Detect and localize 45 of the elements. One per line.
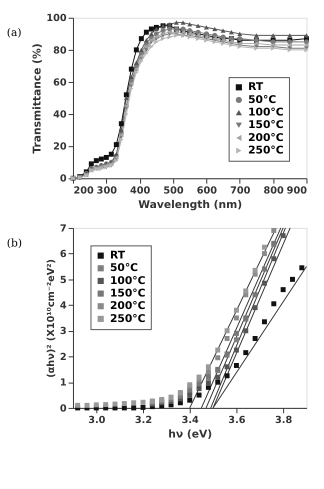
legend-label: RT	[248, 80, 264, 94]
y-axis-title: (αhν)² (X10¹⁰cm⁻²eV²)	[46, 259, 58, 378]
legend-label: RT	[110, 248, 126, 262]
x-axis-title: hν (eV)	[168, 428, 212, 441]
y-tick-label: 5	[60, 274, 67, 286]
y-tick-label: 0	[60, 403, 67, 414]
x-tick-label: 500	[163, 185, 184, 196]
x-tick-label: 700	[230, 185, 251, 196]
y-axis-title: Transmittance (%)	[30, 43, 44, 154]
y-tick-label: 60	[53, 77, 67, 88]
x-tick-label: 300	[96, 185, 118, 196]
y-tick-label: 1	[60, 378, 67, 389]
legend-label: 100°C	[248, 106, 284, 119]
y-tick-label: 3	[60, 326, 67, 338]
legend-label: 50°C	[110, 261, 138, 274]
legend-label: 150°C	[248, 118, 284, 132]
y-tick-label: 6	[60, 249, 67, 260]
x-tick-label: 400	[130, 185, 151, 196]
y-tick-label: 20	[53, 142, 67, 153]
y-tick-label: 4	[60, 300, 67, 312]
legend-label: 100°C	[110, 274, 146, 287]
y-tick-label: 7	[60, 223, 67, 234]
x-tick-label: 3.0	[88, 415, 106, 426]
legend-label: 150°C	[110, 286, 146, 300]
y-tick-label: 80	[53, 45, 67, 56]
x-tick-label: 600	[196, 185, 218, 196]
x-tick-label: 800	[263, 185, 284, 196]
legend-label: 200°C	[110, 299, 146, 312]
text: (a)	[6, 26, 22, 40]
text: (b)	[6, 236, 22, 250]
x-axis-title: Wavelength (nm)	[138, 198, 242, 211]
x-tick-label: 3.6	[228, 415, 246, 426]
y-tick-label: 0	[60, 174, 67, 185]
x-tick-label: 3.8	[275, 415, 292, 426]
legend-label: 200°C	[248, 130, 284, 144]
legend-label: 250°C	[110, 312, 146, 325]
x-tick-label: 3.4	[182, 415, 200, 426]
y-tick-label: 2	[60, 352, 67, 363]
legend-label: 250°C	[248, 143, 284, 156]
legend-label: 50°C	[248, 92, 276, 106]
y-tick-label: 100	[46, 13, 67, 24]
x-tick-label: 3.2	[134, 415, 152, 426]
x-tick-label: 200	[73, 185, 94, 196]
y-tick-label: 40	[53, 109, 67, 120]
x-tick-label: 900	[286, 185, 308, 196]
